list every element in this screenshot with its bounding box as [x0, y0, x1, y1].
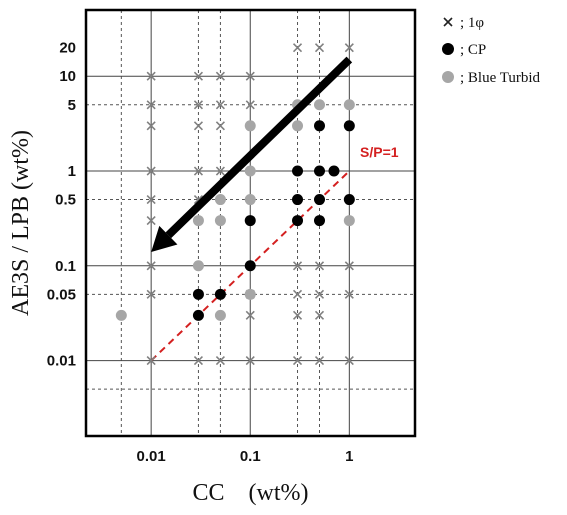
marker-x-1phase	[344, 261, 354, 271]
marker-x-1phase	[193, 100, 203, 110]
marker-cp	[214, 288, 226, 300]
marker-x-1phase	[245, 100, 255, 110]
y-tick-label: 20	[59, 40, 76, 57]
y-tick-label: 0.1	[55, 258, 76, 275]
legend: ; 1φ ; CP ; Blue Turbid	[442, 15, 541, 86]
marker-x-1phase	[215, 166, 225, 176]
marker-blue-turbid	[214, 194, 226, 206]
marker-blue-turbid	[244, 288, 256, 300]
trend-arrow-head	[151, 225, 178, 252]
legend-blue-turbid-icon	[442, 71, 454, 83]
legend-label: ; Blue Turbid	[460, 70, 541, 86]
marker-x-1phase	[292, 43, 303, 53]
marker-x-1phase	[245, 310, 255, 320]
marker-x-1phase	[193, 121, 203, 131]
legend-x-icon	[443, 17, 453, 27]
trend-arrow-shaft	[165, 56, 353, 239]
marker-x-1phase	[344, 356, 354, 366]
marker-blue-turbid	[244, 120, 256, 132]
marker-cp	[314, 120, 326, 132]
x-tick-label: 0.01	[137, 448, 166, 465]
marker-blue-turbid	[343, 99, 355, 111]
marker-cp	[244, 260, 256, 272]
marker-cp	[314, 194, 326, 206]
marker-x-1phase	[245, 356, 255, 366]
marker-blue-turbid	[314, 99, 326, 111]
marker-x-1phase	[146, 194, 156, 205]
marker-cp	[314, 165, 326, 177]
marker-blue-turbid	[192, 215, 204, 227]
y-tick-label: 0.5	[55, 192, 76, 209]
marker-x-1phase	[314, 310, 325, 320]
legend-cp-icon	[442, 43, 454, 55]
marker-x-1phase	[292, 356, 303, 366]
y-tick-label: 10	[59, 68, 76, 85]
marker-cp	[244, 215, 256, 227]
marker-cp	[192, 309, 204, 321]
marker-x-1phase	[292, 310, 303, 320]
marker-x-1phase	[193, 71, 203, 81]
marker-x-1phase	[314, 289, 325, 299]
marker-cp	[343, 120, 355, 132]
tick-labels: 0.01 0.1 1 20 10 5 1 0.5 0.1 0.05 0.01	[47, 40, 354, 465]
marker-x-1phase	[292, 261, 303, 271]
data-marks	[115, 43, 355, 366]
marker-x-1phase	[146, 289, 156, 299]
marker-cp	[314, 215, 326, 227]
marker-x-1phase	[314, 356, 325, 366]
y-tick-label: 5	[68, 97, 76, 114]
marker-blue-turbid	[214, 309, 226, 321]
legend-label: ; CP	[460, 42, 486, 58]
marker-x-1phase	[146, 100, 156, 110]
marker-x-1phase	[146, 216, 156, 226]
x-axis-label: CC (wt%)	[193, 480, 309, 506]
marker-x-1phase	[215, 71, 225, 81]
sp-annotation: S/P=1	[360, 144, 399, 160]
marker-x-1phase	[215, 100, 225, 110]
marker-blue-turbid	[292, 120, 304, 132]
marker-blue-turbid	[244, 165, 256, 177]
marker-x-1phase	[146, 71, 156, 81]
marker-x-1phase	[215, 356, 225, 366]
marker-blue-turbid	[343, 215, 355, 227]
marker-cp	[292, 194, 304, 206]
marker-x-1phase	[344, 289, 354, 299]
marker-x-1phase	[292, 289, 303, 299]
x-tick-label: 1	[345, 448, 353, 465]
marker-x-1phase	[245, 71, 255, 81]
x-tick-label: 0.1	[240, 448, 261, 465]
marker-x-1phase	[215, 121, 225, 131]
marker-blue-turbid	[244, 194, 256, 206]
plot-frame	[84, 8, 417, 438]
marker-cp	[328, 165, 340, 177]
y-tick-label: 0.01	[47, 353, 76, 370]
y-tick-label: 0.05	[47, 286, 76, 303]
marker-blue-turbid	[214, 215, 226, 227]
legend-label: ; 1φ	[460, 15, 484, 31]
marker-x-1phase	[146, 121, 156, 131]
marker-cp	[343, 194, 355, 206]
marker-blue-turbid	[115, 309, 127, 321]
y-axis-label: AE3S / LPB (wt%)	[8, 130, 34, 316]
marker-cp	[192, 288, 204, 300]
marker-blue-turbid	[192, 260, 204, 272]
marker-x-1phase	[314, 261, 325, 271]
marker-x-1phase	[344, 43, 354, 53]
marker-cp	[292, 215, 304, 227]
arrow-layer	[151, 56, 353, 252]
marker-x-1phase	[146, 166, 156, 176]
marker-x-1phase	[146, 261, 156, 271]
marker-x-1phase	[314, 43, 325, 53]
marker-cp	[292, 165, 304, 177]
marker-x-1phase	[193, 356, 203, 366]
y-tick-label: 1	[68, 163, 76, 180]
marker-x-1phase	[193, 166, 203, 176]
marker-x-1phase	[146, 356, 156, 366]
